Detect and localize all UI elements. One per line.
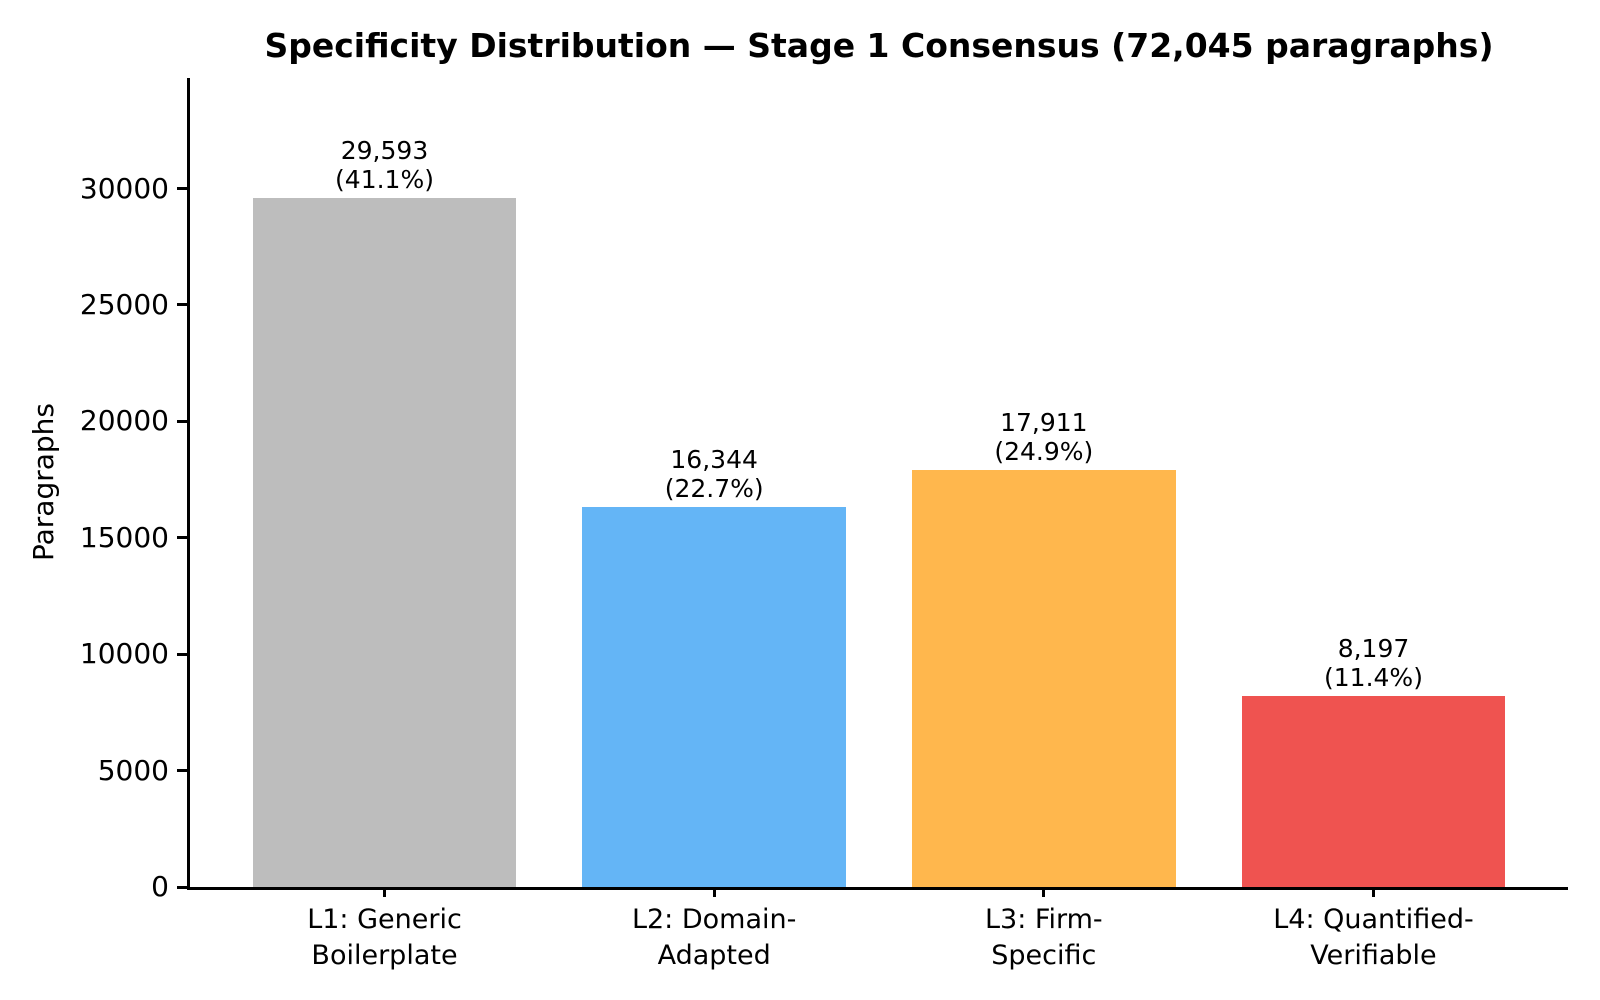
- y-tick-mark: [177, 885, 187, 889]
- y-tick-mark: [177, 303, 187, 307]
- bar-value-label-line: 16,344: [670, 444, 758, 474]
- x-tick-label: L2: Domain- Adapted: [534, 902, 894, 974]
- y-tick-mark: [177, 187, 187, 191]
- y-axis-spine: [187, 78, 190, 890]
- x-tick-mark: [1042, 887, 1046, 897]
- x-tick-label-line: Verifiable: [1310, 940, 1437, 971]
- y-tick-label: 20000: [79, 404, 169, 438]
- x-tick-label: L1: Generic Boilerplate: [205, 902, 565, 974]
- x-tick-mark: [712, 887, 716, 897]
- bar-value-label: 8,197 (11.4%): [1213, 634, 1533, 692]
- bar-value-label-line: (11.4%): [1324, 663, 1423, 693]
- y-tick-label: 30000: [79, 171, 169, 205]
- bar-value-label: 17,911 (24.9%): [884, 408, 1204, 466]
- y-tick-mark: [177, 769, 187, 773]
- x-tick-label-line: Adapted: [657, 940, 771, 971]
- y-tick-mark: [177, 652, 187, 656]
- bar-value-label-line: (41.1%): [335, 165, 434, 195]
- y-tick-label: 5000: [97, 753, 169, 787]
- bar-value-label-line: 29,593: [340, 136, 429, 166]
- bar-value-label-line: (24.9%): [994, 437, 1094, 467]
- x-axis-spine: [187, 887, 1568, 890]
- bar: [1241, 696, 1506, 887]
- bar: [911, 470, 1176, 887]
- bar: [252, 198, 517, 887]
- x-tick-label: L4: Quantified- Verifiable: [1193, 902, 1553, 974]
- x-tick-mark: [1371, 887, 1375, 897]
- x-tick-label-line: L1: Generic: [307, 904, 462, 935]
- bar-value-label: 16,344 (22.7%): [554, 445, 874, 503]
- y-tick-label: 25000: [79, 287, 169, 321]
- y-tick-mark: [177, 419, 187, 423]
- x-tick-label-line: L2: Domain-: [631, 904, 797, 935]
- bar-value-label-line: 8,197: [1337, 634, 1410, 664]
- x-tick-label-line: L4: Quantified-: [1273, 904, 1474, 935]
- x-tick-label-line: Boilerplate: [311, 940, 458, 971]
- bar-value-label-line: (22.7%): [664, 473, 764, 503]
- x-tick-label-line: Specific: [991, 940, 1097, 971]
- x-tick-label-line: L3: Firm-: [985, 904, 1103, 935]
- bar-value-label: 29,593 (41.1%): [225, 136, 545, 194]
- y-tick-label: 15000: [79, 520, 169, 554]
- y-tick-label: 10000: [79, 637, 169, 671]
- y-tick-label: 0: [151, 870, 169, 903]
- y-tick-mark: [177, 536, 187, 540]
- x-tick-mark: [383, 887, 386, 897]
- bar: [582, 506, 847, 887]
- bar-value-label-line: 17,911: [1000, 408, 1088, 438]
- x-tick-label: L3: Firm- Specific: [864, 902, 1224, 974]
- chart-title: Specificity Distribution — Stage 1 Conse…: [264, 26, 1494, 65]
